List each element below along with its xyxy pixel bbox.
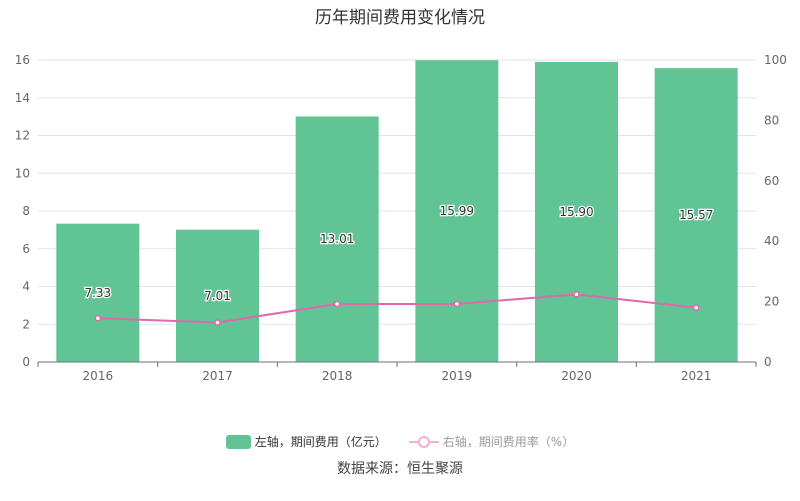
x-tick-label: 2020: [561, 369, 592, 383]
bar-value-label: 15.57: [679, 208, 713, 222]
data-source: 数据来源：恒生聚源: [337, 461, 463, 477]
chart-title: 历年期间费用变化情况: [315, 8, 485, 28]
bar: [176, 229, 259, 362]
bar-value-label: 13.01: [320, 232, 354, 246]
right-tick-label: 40: [764, 234, 779, 248]
legend-item-expense[interactable]: 左轴，期间费用（亿元）: [225, 433, 387, 450]
bar-value-label: 15.90: [559, 205, 593, 219]
rate-point: [94, 314, 102, 322]
bar-value-label: 7.33: [84, 286, 111, 300]
bar: [56, 223, 140, 362]
bar: [415, 60, 499, 362]
rate-point: [692, 304, 700, 311]
left-tick-label: 8: [22, 204, 30, 218]
legend-label: 左轴，期间费用（亿元）: [254, 435, 387, 449]
right-tick-label: 60: [764, 174, 779, 188]
x-tick-label: 2017: [202, 369, 233, 383]
left-tick-label: 16: [15, 53, 30, 67]
x-tick-label: 2019: [442, 369, 473, 383]
right-tick-label: 100: [764, 53, 787, 67]
legend-item-expense-rate[interactable]: 右轴，期间费用率（%）: [408, 433, 575, 450]
right-tick-label: 80: [764, 113, 779, 127]
legend-label: 右轴，期间费用率（%）: [442, 435, 575, 449]
bar: [295, 116, 379, 362]
left-tick-label: 2: [22, 317, 30, 331]
left-tick-label: 0: [22, 355, 30, 369]
x-tick-label: 2021: [681, 369, 712, 383]
rate-point: [214, 319, 221, 326]
legend-bar-swatch: [225, 434, 251, 449]
legend-line-swatch: [408, 435, 439, 448]
x-tick-label: 2016: [83, 369, 114, 383]
left-tick-label: 14: [15, 91, 30, 105]
bar-value-label: 7.01: [204, 289, 231, 303]
left-tick-label: 12: [15, 129, 30, 143]
rate-line: [97, 293, 697, 324]
rate-point: [453, 300, 461, 308]
x-tick-label: 2018: [322, 369, 353, 383]
bar: [654, 68, 738, 363]
chart-area: 0 2 4 6 8 10 12 14 16 0 20 40 60 80 100 2016 2017 2018 201…: [15, 53, 787, 383]
rate-point: [573, 291, 580, 298]
bar-value-label: 15.99: [440, 204, 474, 218]
legend: 左轴，期间费用（亿元） 右轴，期间费用率（%）: [0, 433, 800, 450]
left-tick-label: 6: [22, 242, 30, 256]
right-tick-label: 0: [764, 355, 772, 369]
right-tick-label: 20: [764, 295, 779, 309]
left-tick-label: 10: [15, 166, 30, 180]
bar: [535, 61, 618, 362]
left-tick-label: 4: [22, 280, 30, 294]
rate-point: [333, 300, 341, 308]
